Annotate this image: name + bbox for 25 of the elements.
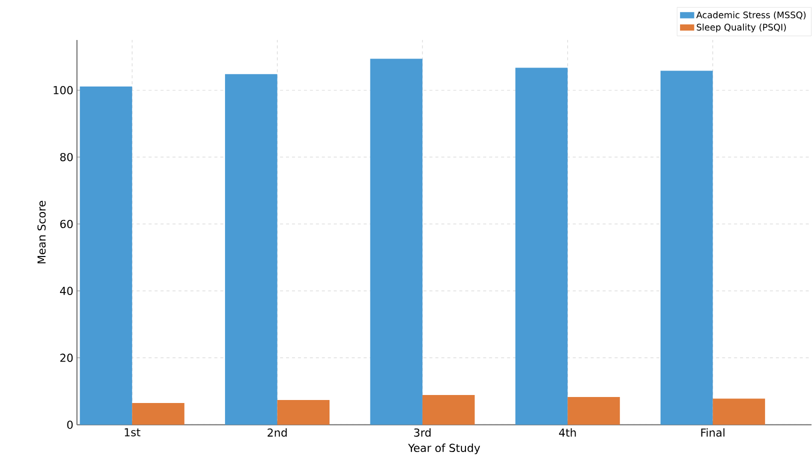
legend-label: Academic Stress (MSSQ) bbox=[696, 11, 806, 20]
x-axis-title: Year of Study bbox=[408, 444, 480, 454]
y-tick-label: 20 bbox=[60, 354, 73, 362]
x-tick-label: 2nd bbox=[268, 428, 287, 437]
bar bbox=[712, 398, 766, 425]
y-axis-title: Mean Score bbox=[37, 201, 46, 264]
bar bbox=[225, 74, 278, 425]
y-tick-label: 40 bbox=[60, 286, 73, 296]
x-tick-label: 1st bbox=[124, 428, 140, 437]
y-tick-label: 60 bbox=[60, 220, 73, 228]
bar bbox=[515, 68, 568, 425]
bar bbox=[568, 397, 620, 425]
x-tick-label: 3rd bbox=[414, 428, 431, 437]
bar bbox=[370, 58, 422, 425]
x-tick-label: 4th bbox=[559, 428, 576, 437]
y-tick-label: 100 bbox=[54, 86, 73, 94]
bar bbox=[132, 403, 184, 425]
bar bbox=[80, 86, 132, 425]
x-tick-label: Final bbox=[701, 428, 724, 437]
y-tick-label: 0 bbox=[67, 420, 73, 430]
y-tick-label: 80 bbox=[60, 153, 73, 162]
bar bbox=[660, 70, 713, 425]
legend-label: Sleep Quality (PSQI) bbox=[696, 24, 786, 32]
bar bbox=[422, 395, 475, 425]
bar bbox=[277, 400, 330, 425]
